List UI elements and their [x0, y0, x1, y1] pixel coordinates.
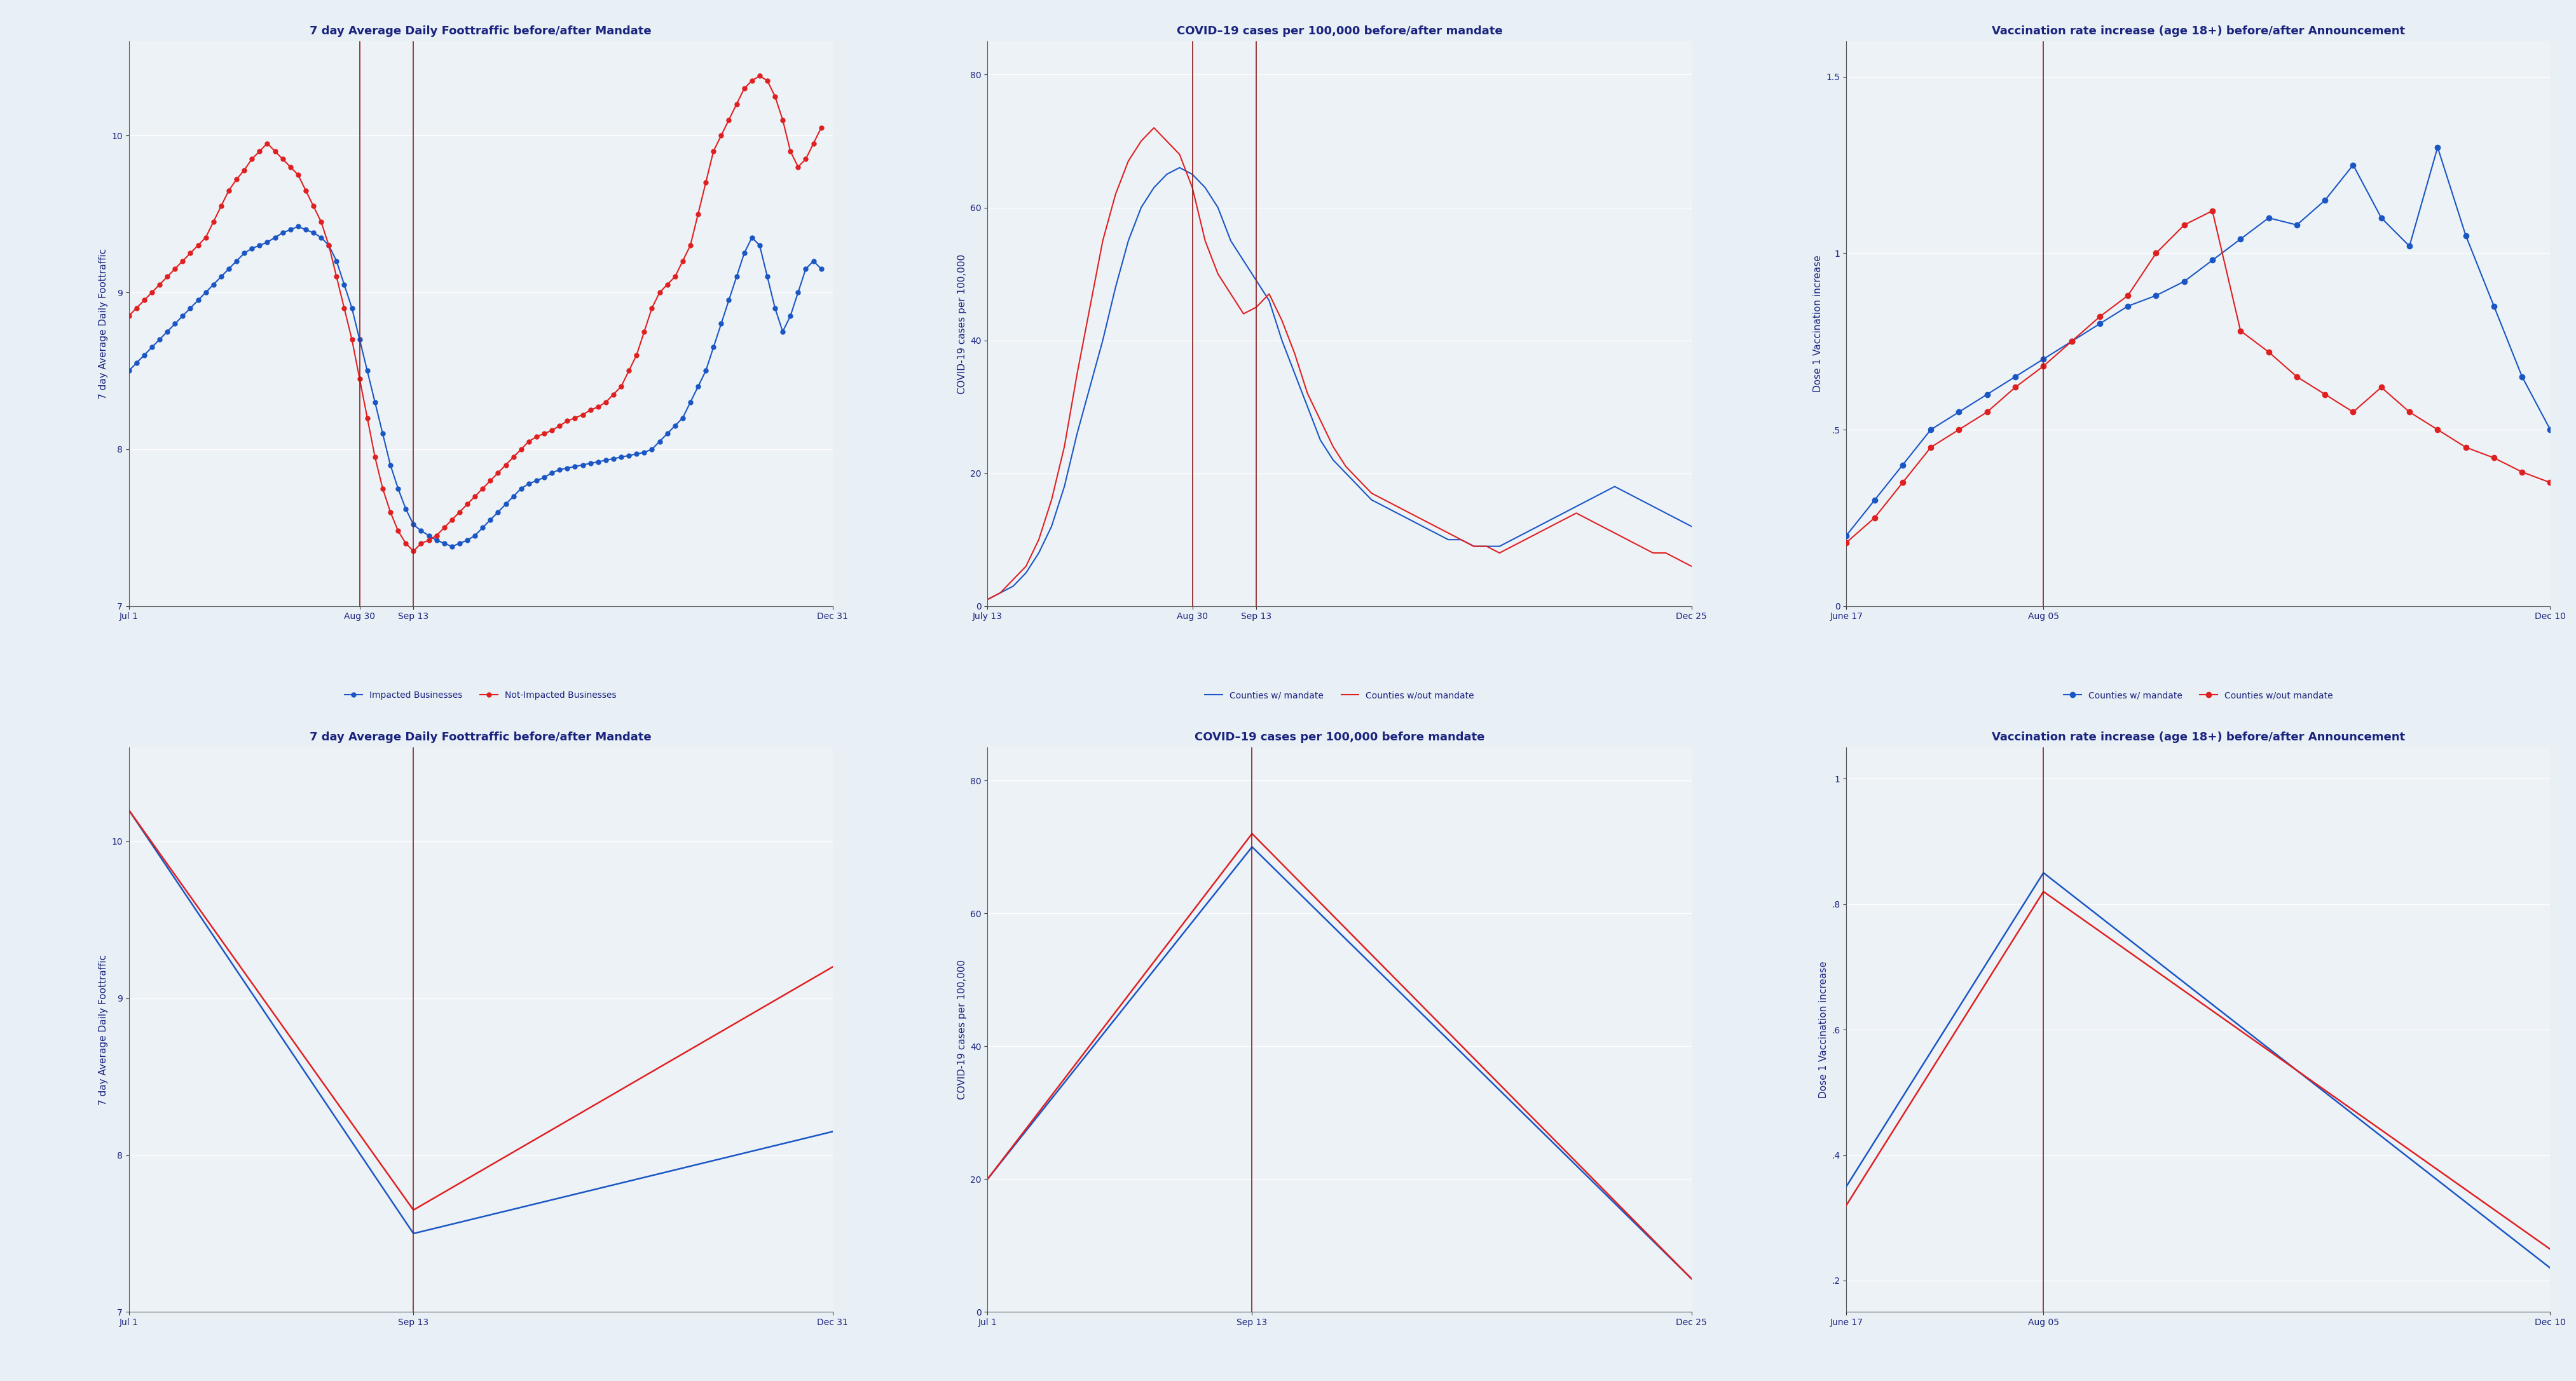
- Legend: Counties w/ mandate, Counties w/out mandate: Counties w/ mandate, Counties w/out mand…: [2061, 688, 2336, 703]
- Y-axis label: 7 day Average Daily Foottraffic: 7 day Average Daily Foottraffic: [98, 249, 108, 399]
- Title: COVID–19 cases per 100,000 before/after mandate: COVID–19 cases per 100,000 before/after …: [1177, 25, 1502, 37]
- Y-axis label: Dose 1 Vaccination increase: Dose 1 Vaccination increase: [1819, 961, 1829, 1098]
- Legend: Counties w/ mandate, Counties w/out mandate: Counties w/ mandate, Counties w/out mand…: [1200, 688, 1479, 703]
- Y-axis label: COVID-19 cases per 100,000: COVID-19 cases per 100,000: [958, 960, 966, 1099]
- Title: Vaccination rate increase (age 18+) before/after Announcement: Vaccination rate increase (age 18+) befo…: [1991, 25, 2406, 37]
- Y-axis label: 7 day Average Daily Foottraffic: 7 day Average Daily Foottraffic: [98, 954, 108, 1105]
- Title: COVID–19 cases per 100,000 before mandate: COVID–19 cases per 100,000 before mandat…: [1195, 732, 1484, 743]
- Title: Vaccination rate increase (age 18+) before/after Announcement: Vaccination rate increase (age 18+) befo…: [1991, 732, 2406, 743]
- Y-axis label: Dose 1 Vaccination increase: Dose 1 Vaccination increase: [1814, 255, 1824, 392]
- Title: 7 day Average Daily Foottraffic before/after Mandate: 7 day Average Daily Foottraffic before/a…: [309, 25, 652, 37]
- Title: 7 day Average Daily Foottraffic before/after Mandate: 7 day Average Daily Foottraffic before/a…: [309, 732, 652, 743]
- Legend: Impacted Businesses, Not-Impacted Businesses: Impacted Businesses, Not-Impacted Busine…: [340, 688, 621, 703]
- Y-axis label: COVID-19 cases per 100,000: COVID-19 cases per 100,000: [958, 254, 966, 394]
